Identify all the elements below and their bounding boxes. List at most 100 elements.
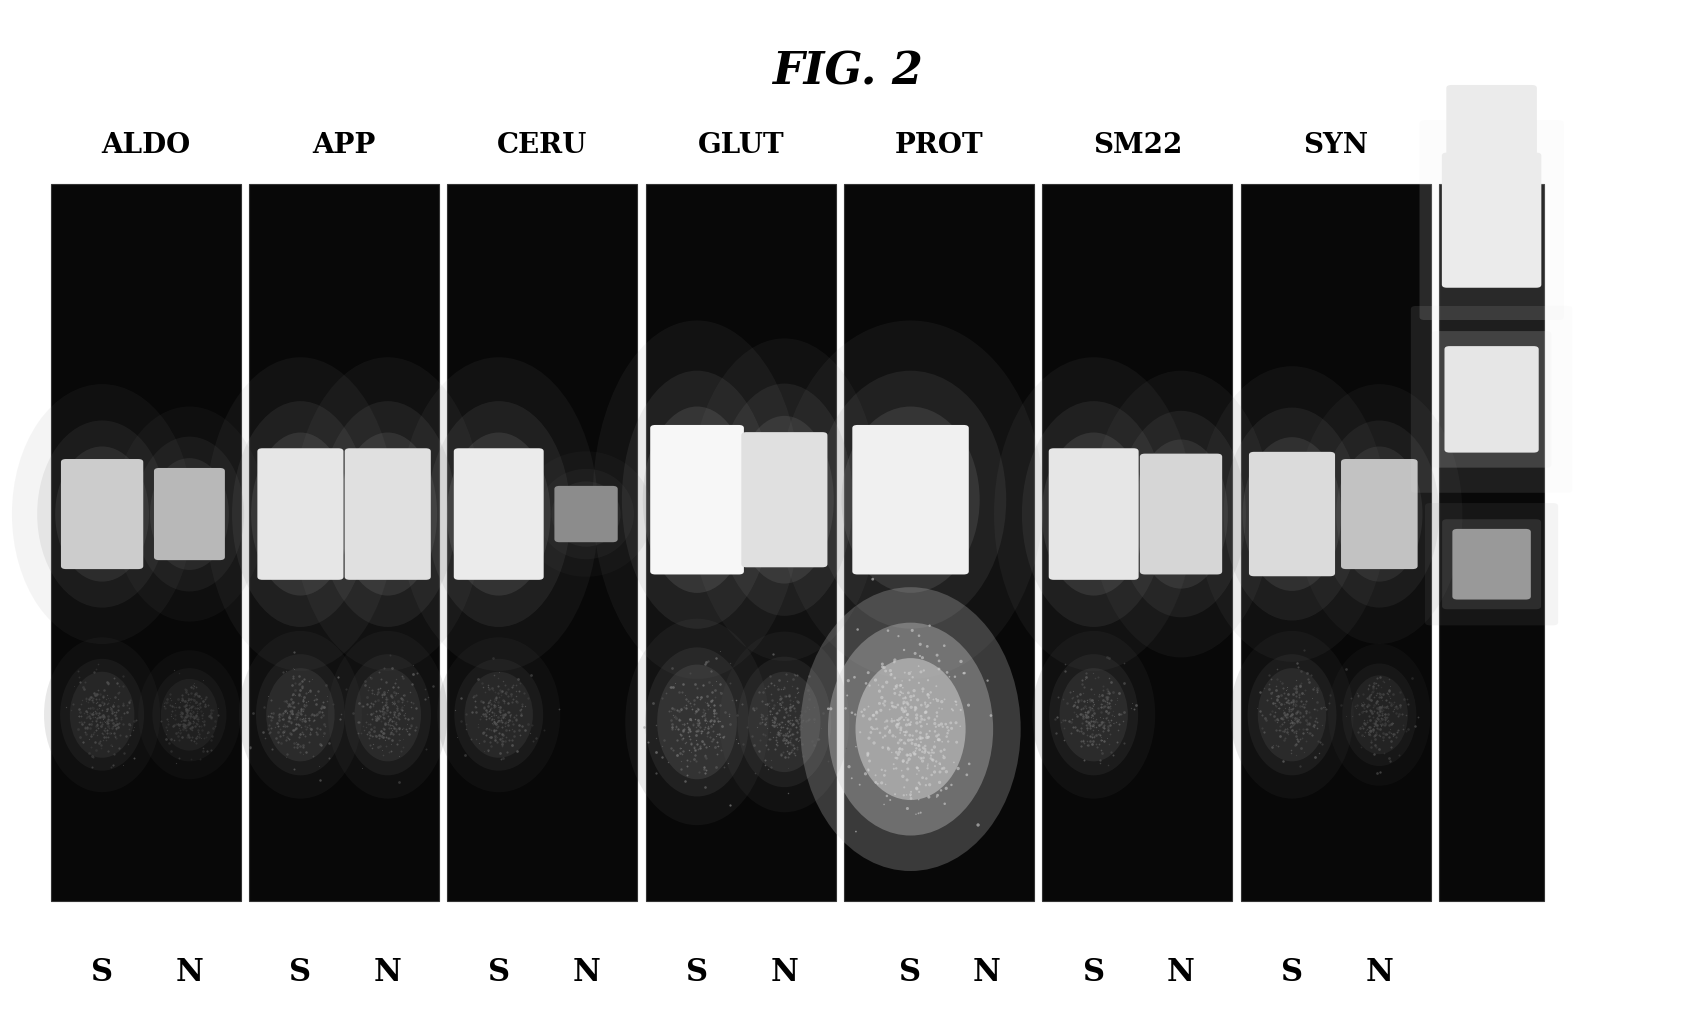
Point	[1110, 675, 1137, 691]
Point	[768, 697, 795, 714]
Point	[180, 691, 207, 708]
Text: N: N	[771, 957, 798, 988]
Point	[1271, 730, 1298, 746]
Point	[1076, 701, 1103, 718]
Point	[1292, 703, 1319, 720]
Point	[764, 681, 792, 697]
Point	[1100, 715, 1127, 731]
Point	[685, 715, 712, 731]
Point	[880, 728, 907, 744]
Point	[673, 767, 700, 783]
Point	[1059, 690, 1086, 707]
Point	[1376, 689, 1403, 706]
Point	[156, 696, 183, 713]
Point	[892, 724, 919, 740]
Point	[686, 738, 714, 755]
Point	[663, 719, 690, 735]
Point	[171, 720, 198, 736]
Point	[376, 720, 403, 736]
Point	[390, 670, 417, 686]
Point	[778, 730, 805, 746]
Point	[307, 710, 334, 726]
Point	[666, 711, 693, 727]
Point	[368, 686, 395, 702]
Point	[793, 682, 820, 698]
Point	[383, 716, 410, 732]
Point	[1383, 699, 1410, 716]
Point	[919, 752, 946, 768]
Point	[875, 740, 902, 757]
Point	[886, 741, 914, 758]
Point	[907, 741, 934, 758]
Point	[1273, 720, 1300, 736]
Point	[686, 714, 714, 730]
Point	[1353, 722, 1380, 738]
Point	[1359, 721, 1387, 737]
Point	[1348, 697, 1375, 714]
Point	[402, 722, 429, 738]
Point	[88, 714, 115, 730]
Point	[368, 727, 395, 743]
Point	[807, 720, 834, 736]
Point	[1093, 689, 1120, 706]
Point	[195, 696, 222, 713]
Text: ALDO: ALDO	[102, 132, 190, 159]
Point	[181, 709, 208, 725]
Point	[751, 757, 778, 773]
Point	[1292, 743, 1319, 760]
Point	[203, 707, 231, 723]
Point	[81, 724, 108, 740]
Point	[1273, 694, 1300, 711]
Point	[90, 688, 117, 705]
Point	[290, 739, 317, 756]
Point	[658, 712, 685, 728]
Point	[1332, 708, 1359, 724]
Point	[1073, 726, 1100, 742]
Point	[354, 689, 381, 706]
Ellipse shape	[1336, 446, 1422, 582]
Point	[746, 742, 773, 759]
Point	[1098, 707, 1125, 723]
Point	[1270, 680, 1297, 696]
Point	[276, 708, 303, 724]
Point	[1080, 710, 1107, 726]
Point	[159, 710, 186, 726]
Point	[292, 718, 319, 734]
Point	[861, 721, 888, 737]
Point	[378, 720, 405, 736]
Point	[688, 709, 715, 725]
Point	[1095, 757, 1122, 773]
Point	[366, 665, 393, 681]
Point	[866, 683, 893, 699]
Point	[161, 695, 188, 712]
Point	[270, 705, 297, 721]
Ellipse shape	[114, 407, 266, 622]
FancyBboxPatch shape	[1049, 449, 1139, 580]
Point	[64, 721, 92, 737]
Point	[873, 719, 900, 735]
Point	[1285, 713, 1312, 729]
Point	[478, 680, 505, 696]
Point	[498, 737, 525, 754]
Point	[724, 734, 751, 751]
Point	[397, 684, 424, 700]
Point	[83, 716, 110, 732]
Point	[181, 734, 208, 751]
Point	[888, 685, 915, 701]
Point	[1283, 713, 1310, 729]
Point	[903, 780, 931, 797]
Point	[471, 708, 498, 724]
Point	[1368, 716, 1395, 732]
Point	[1251, 710, 1278, 726]
Point	[675, 728, 702, 744]
Point	[164, 716, 192, 732]
Point	[1283, 710, 1310, 726]
Point	[471, 698, 498, 715]
Point	[1349, 702, 1376, 719]
Point	[458, 731, 485, 748]
Point	[1093, 730, 1120, 746]
Point	[359, 728, 386, 744]
Point	[920, 733, 948, 750]
Point	[95, 708, 122, 724]
Point	[1290, 725, 1317, 741]
